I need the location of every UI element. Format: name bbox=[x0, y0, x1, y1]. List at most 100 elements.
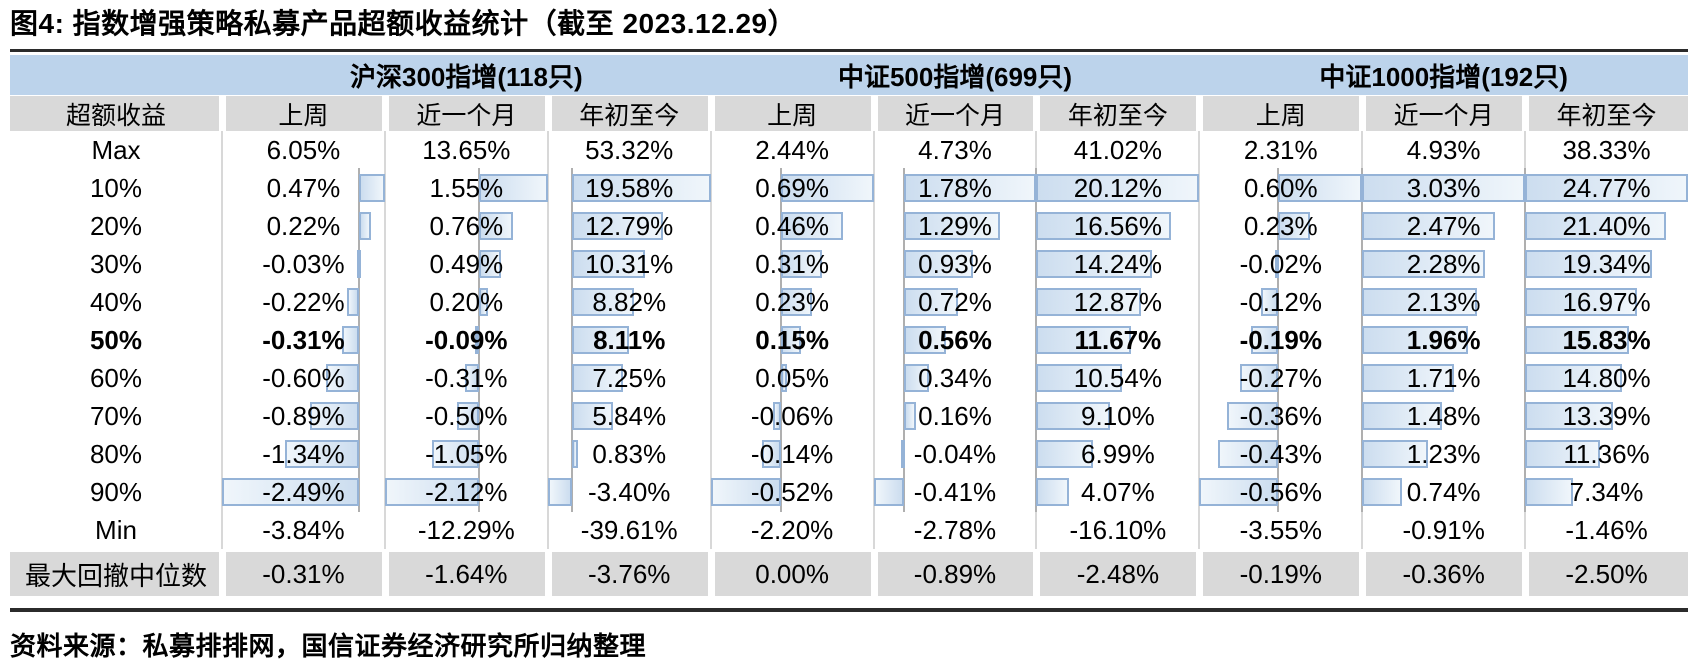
value-cell: 0.69% bbox=[709, 168, 874, 208]
value-cell: 0.31% bbox=[709, 244, 874, 284]
cell-value: -2.78% bbox=[913, 514, 997, 545]
cell-value: -0.89% bbox=[913, 558, 997, 589]
cell-value: 41.02% bbox=[1073, 134, 1162, 165]
row-label: 60% bbox=[89, 362, 143, 393]
row-label: 20% bbox=[89, 210, 143, 241]
data-bar bbox=[571, 439, 578, 469]
value-cell: 11.36% bbox=[1524, 434, 1688, 474]
bar-axis-line bbox=[477, 434, 480, 474]
cell-value: 0.23% bbox=[755, 286, 829, 317]
value-cell: 1.96% bbox=[1361, 320, 1525, 360]
value-cell: -0.14% bbox=[709, 434, 874, 474]
bar-axis-line bbox=[779, 396, 782, 436]
cell-value: -0.09% bbox=[425, 324, 508, 355]
data-bar bbox=[904, 173, 1037, 203]
bar-axis-line bbox=[1276, 472, 1279, 512]
subheader-period: 年初至今 bbox=[544, 96, 711, 132]
cell-value: -2.12% bbox=[425, 476, 508, 507]
data-bar bbox=[1036, 439, 1094, 469]
data-bar bbox=[1036, 287, 1141, 317]
value-cell: -0.02% bbox=[1198, 244, 1362, 284]
value-cell: 11.67% bbox=[1035, 320, 1199, 360]
value-cell: 1.78% bbox=[872, 168, 1037, 208]
value-cell: 0.60% bbox=[1198, 168, 1363, 208]
value-cell: 0.74% bbox=[1361, 472, 1525, 512]
value-cell: -0.31% bbox=[219, 552, 385, 596]
value-cell: -0.31% bbox=[383, 358, 548, 398]
cell-value: 1.29% bbox=[918, 210, 992, 241]
cell-value: -0.31% bbox=[262, 558, 345, 589]
value-cell: 1.48% bbox=[1361, 396, 1525, 436]
value-cell: 4.07% bbox=[1035, 472, 1199, 512]
value-cell: 7.34% bbox=[1524, 472, 1688, 512]
cell-value: 0.15% bbox=[755, 324, 829, 355]
value-cell: 0.05% bbox=[709, 358, 874, 398]
value-cell: 6.99% bbox=[1035, 434, 1199, 474]
cell-value: 8.11% bbox=[593, 324, 666, 355]
data-bar bbox=[780, 249, 823, 279]
cell-value: 2.47% bbox=[1406, 210, 1481, 241]
subheader-period: 年初至今 bbox=[1033, 96, 1199, 132]
cell-value: -0.36% bbox=[1239, 400, 1322, 431]
value-cell: 2.13% bbox=[1361, 282, 1525, 322]
data-bar bbox=[1362, 439, 1429, 469]
cell-value: 10.54% bbox=[1073, 362, 1162, 393]
data-bar bbox=[547, 477, 572, 507]
cell-value: -2.50% bbox=[1565, 558, 1648, 589]
row-label: 70% bbox=[89, 400, 143, 431]
value-cell: 0.47% bbox=[221, 168, 385, 208]
row-label: Max bbox=[91, 134, 141, 165]
value-cell: 21.40% bbox=[1524, 206, 1688, 246]
value-cell: 2.47% bbox=[1361, 206, 1525, 246]
cell-value: -3.84% bbox=[262, 514, 345, 545]
cell-value: -0.06% bbox=[750, 400, 834, 431]
cell-value: 4.73% bbox=[918, 134, 992, 165]
data-bar bbox=[478, 211, 513, 241]
data-bar bbox=[1275, 249, 1280, 279]
bar-axis-line bbox=[779, 434, 782, 474]
data-bar bbox=[1525, 401, 1614, 431]
value-cell: -0.19% bbox=[1196, 552, 1362, 596]
cell-value: -2.48% bbox=[1076, 558, 1160, 589]
cell-value: 0.05% bbox=[755, 362, 829, 393]
value-cell: 0.49% bbox=[383, 244, 548, 284]
data-bar bbox=[904, 249, 974, 279]
value-cell: 0.16% bbox=[872, 396, 1037, 436]
data-bar bbox=[1362, 249, 1485, 279]
data-bar bbox=[1525, 211, 1666, 241]
cell-value: 24.77% bbox=[1562, 172, 1651, 203]
value-cell: -3.40% bbox=[546, 472, 711, 512]
cell-value: -0.60% bbox=[262, 362, 345, 393]
cell-value: 14.80% bbox=[1562, 362, 1651, 393]
value-cell: 16.97% bbox=[1524, 282, 1688, 322]
value-cell: 0.23% bbox=[1198, 206, 1362, 246]
cell-value: 2.28% bbox=[1406, 248, 1481, 279]
value-cell: 3.03% bbox=[1361, 168, 1526, 208]
value-cell: 16.56% bbox=[1035, 206, 1199, 246]
value-cell: -0.12% bbox=[1198, 282, 1362, 322]
subheader-period: 上周 bbox=[1196, 96, 1362, 132]
cell-value: 8.82% bbox=[592, 286, 667, 317]
data-bar bbox=[571, 401, 614, 431]
value-cell: 0.72% bbox=[872, 282, 1037, 322]
data-bar bbox=[478, 287, 488, 317]
cell-value: 1.23% bbox=[1406, 438, 1481, 469]
table-row: Max 6.05% 13.65% 53.32% 2.44% 4.73% 41.02% 2.31… bbox=[10, 131, 1688, 169]
cell-value: 2.44% bbox=[755, 134, 829, 165]
group-header-zz500: 中证500指增(699只) bbox=[837, 61, 1073, 92]
cell-value: -1.05% bbox=[425, 438, 508, 469]
value-cell: -0.22% bbox=[221, 282, 385, 322]
value-cell: 12.87% bbox=[1035, 282, 1199, 322]
cell-value: -3.76% bbox=[588, 558, 671, 589]
cell-value: 0.46% bbox=[755, 210, 829, 241]
cell-value: 0.93% bbox=[918, 248, 992, 279]
value-cell: 4.93% bbox=[1361, 131, 1525, 169]
bar-axis-line bbox=[477, 358, 480, 398]
value-cell: 14.80% bbox=[1524, 358, 1688, 398]
table-row: 30% -0.03% 0.49% 10.31% 0.31% 0.93% 14.24% -0.0… bbox=[10, 244, 1688, 284]
cell-value: 0.69% bbox=[755, 172, 829, 203]
data-bar bbox=[1261, 287, 1278, 317]
data-bar bbox=[904, 211, 1000, 241]
data-bar bbox=[478, 173, 548, 203]
cell-value: -0.41% bbox=[913, 476, 997, 507]
